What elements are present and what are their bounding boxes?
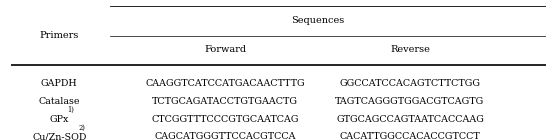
Text: Sequences: Sequences [291,16,344,25]
Text: TCTGCAGATACCTGTGAACTG: TCTGCAGATACCTGTGAACTG [152,97,298,106]
Text: CACATTGGCCACACCGTCCT: CACATTGGCCACACCGTCCT [339,132,480,140]
Text: 1): 1) [67,106,74,114]
Text: CTCGGTTTCCCGTGCAATCAG: CTCGGTTTCCCGTGCAATCAG [151,115,299,124]
Text: GGCCATCCACAGTCTTCTGG: GGCCATCCACAGTCTTCTGG [339,79,480,88]
Text: Catalase: Catalase [39,97,80,106]
Text: Primers: Primers [40,31,79,40]
Text: 2): 2) [78,124,85,132]
Text: GAPDH: GAPDH [41,79,77,88]
Text: CAAGGTCATCCATGACAACTTTG: CAAGGTCATCCATGACAACTTTG [145,79,305,88]
Text: GPx: GPx [50,115,69,124]
Text: TAGTCAGGGTGGACGTCAGTG: TAGTCAGGGTGGACGTCAGTG [335,97,485,106]
Text: CAGCATGGGTTCCACGTCCA: CAGCATGGGTTCCACGTCCA [155,132,296,140]
Text: GTGCAGCCAGTAATCACCAAG: GTGCAGCCAGTAATCACCAAG [336,115,484,124]
Text: Cu/Zn-SOD: Cu/Zn-SOD [32,132,87,140]
Text: Forward: Forward [204,45,246,54]
Text: Reverse: Reverse [390,45,430,54]
